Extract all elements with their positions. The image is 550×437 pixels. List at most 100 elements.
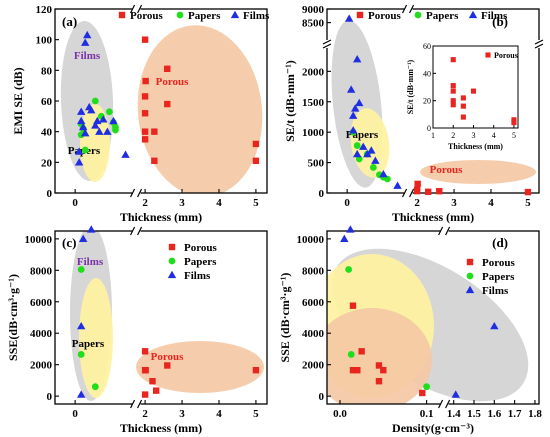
region-label: Porous xyxy=(151,351,185,363)
y-tick-label: 9000 xyxy=(302,4,325,16)
y-tick-label: 2000 xyxy=(302,66,325,78)
films-point xyxy=(79,234,88,243)
data-points xyxy=(340,225,499,398)
x-tick-label: 5 xyxy=(525,197,531,209)
y-tick-label: 60 xyxy=(41,96,53,108)
porous-region xyxy=(136,341,264,393)
porous-point xyxy=(414,180,421,188)
inset-porous-point xyxy=(450,88,456,94)
inset-y-tick-label: 60 xyxy=(423,42,431,51)
films-legend-marker xyxy=(465,285,475,294)
region-group xyxy=(70,231,264,401)
porous-point xyxy=(349,302,357,309)
y-axis-label: EMI SE (dB) xyxy=(11,67,25,134)
y-tick-label: 0 xyxy=(47,391,53,403)
x-axis-label: Thickness (mm) xyxy=(120,421,202,435)
porous-point xyxy=(141,110,149,117)
x-tick-label: 4 xyxy=(216,197,222,209)
y-tick-label: 6000 xyxy=(30,297,53,309)
inset-y-tick-label: 40 xyxy=(423,69,431,78)
data-points xyxy=(76,225,260,398)
porous-legend-marker xyxy=(466,258,474,266)
inset-legend-marker xyxy=(485,52,491,58)
papers-point xyxy=(105,108,113,116)
papers-point xyxy=(81,146,89,154)
y-axis-label: SSE (dB·cm³·g⁻¹) xyxy=(278,273,292,363)
x-tick-label: 1.6 xyxy=(487,408,501,420)
papers-point xyxy=(355,155,363,163)
x-tick-label: 3 xyxy=(451,197,457,209)
y-tick-label: 80 xyxy=(41,65,53,77)
inset-x-tick-label: 3 xyxy=(471,131,475,140)
chart-panel: 0 2000 4000 6000 8000 10000 0 2 3 4 5 Thickness (mm… xyxy=(6,225,268,435)
porous-point xyxy=(142,77,149,85)
inset-x-tick-label: 5 xyxy=(512,131,516,140)
porous-point xyxy=(149,377,156,385)
x-tick-label: 0 xyxy=(72,408,78,420)
papers-point xyxy=(112,126,119,134)
chart-panel: 0 20 40 60 80 100 120 0 2 3 4 5 Thickness (mm) EMI SE… xyxy=(11,4,270,224)
axis-break-mark xyxy=(137,399,143,409)
films-point xyxy=(353,54,362,63)
films-legend-marker xyxy=(468,10,478,19)
legend: Porous Papers Films xyxy=(465,257,516,297)
data-points xyxy=(344,14,532,196)
films-point xyxy=(351,104,360,112)
legend-label: Films xyxy=(481,10,508,22)
papers-point xyxy=(91,383,99,391)
films-point xyxy=(348,111,358,119)
inset-porous-point xyxy=(470,88,477,94)
films-point xyxy=(451,390,460,398)
inset-porous-point xyxy=(450,102,456,108)
x-tick-label: 1.8 xyxy=(528,408,542,420)
y-axis-label: SE/t (dB·mm⁻¹) xyxy=(283,60,297,142)
films-point xyxy=(359,142,368,150)
porous-point xyxy=(141,136,149,143)
plot-frame xyxy=(54,230,268,405)
x-axis-label: Density(g·cm⁻³) xyxy=(392,421,474,435)
x-tick-label: 0 xyxy=(72,197,78,209)
papers-point xyxy=(77,351,85,358)
y-tick-label: 0 xyxy=(319,391,325,403)
panel-label: (a) xyxy=(62,14,77,29)
y-tick-label: 10000 xyxy=(25,234,53,246)
porous-point xyxy=(151,128,158,135)
axis-break-mask xyxy=(132,5,141,13)
plot-frame xyxy=(326,8,540,194)
papers-point xyxy=(91,97,99,105)
porous-point xyxy=(252,140,260,148)
papers-legend-marker xyxy=(168,257,176,265)
x-tick-label: 3 xyxy=(179,197,185,209)
legend-label: Porous xyxy=(184,242,218,254)
axis-break-mask xyxy=(535,40,543,48)
y-tick-label: 40 xyxy=(41,127,53,139)
films-legend-marker xyxy=(167,270,177,279)
y-tick-label: 6000 xyxy=(302,297,325,309)
x-tick-label: 1.4 xyxy=(447,408,461,420)
legend-label: Porous xyxy=(130,10,164,22)
porous-point xyxy=(141,348,149,355)
films-point xyxy=(355,98,364,107)
data-points xyxy=(74,30,260,166)
inset-porous-point xyxy=(511,119,517,126)
region-label: Porous xyxy=(156,76,190,88)
films-point xyxy=(87,106,96,114)
axis-break-mark xyxy=(402,4,408,14)
papers-point xyxy=(423,383,431,391)
inset-y-tick-label: 0 xyxy=(427,124,431,133)
legend: Porous Papers Films xyxy=(356,10,508,22)
papers-point xyxy=(369,164,377,171)
films-point xyxy=(76,116,86,125)
films-point xyxy=(83,30,92,39)
axis-break-mark xyxy=(445,399,451,409)
legend: Porous Papers Films xyxy=(118,10,270,22)
x-tick-label: 0.0 xyxy=(333,408,347,420)
films-point xyxy=(393,181,402,189)
porous-point xyxy=(252,157,260,164)
y-tick-label: 2000 xyxy=(30,360,53,372)
axis-break-mark xyxy=(402,188,408,198)
papers-legend-marker xyxy=(466,272,474,280)
x-tick-label: 1.7 xyxy=(508,408,522,420)
axis-break-mark xyxy=(130,188,136,198)
papers-point xyxy=(77,131,85,139)
